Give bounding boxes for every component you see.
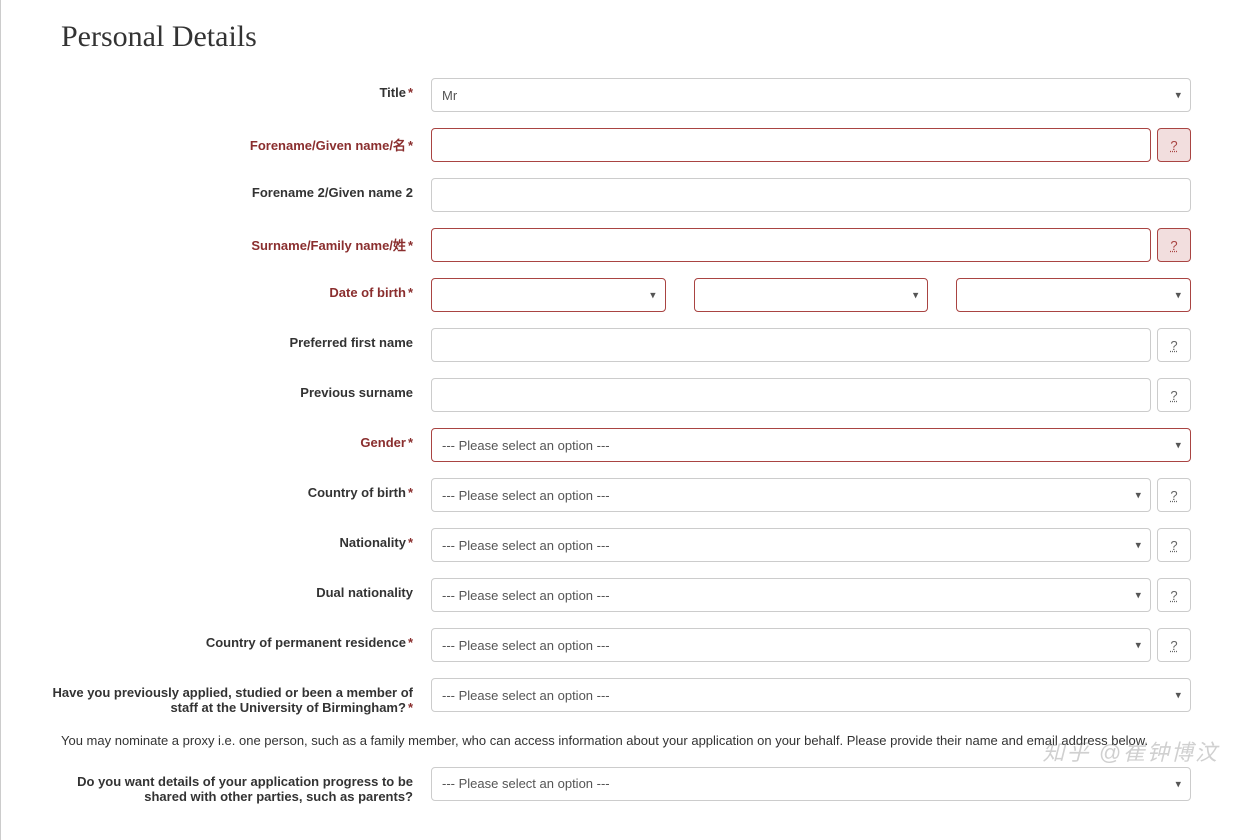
row-gender: Gender* --- Please select an option --- xyxy=(31,428,1229,462)
label-previously-applied: Have you previously applied, studied or … xyxy=(31,678,431,715)
label-dual-nationality: Dual nationality xyxy=(31,578,431,600)
label-surname: Surname/Family name/姓* xyxy=(31,228,431,254)
forename2-input[interactable] xyxy=(431,178,1191,212)
page-title: Personal Details xyxy=(61,20,1229,54)
proxy-note: You may nominate a proxy i.e. one person… xyxy=(61,731,1229,751)
help-icon[interactable]: ? xyxy=(1157,228,1191,262)
label-gender: Gender* xyxy=(31,428,431,450)
label-country-of-birth: Country of birth* xyxy=(31,478,431,500)
row-dob: Date of birth* xyxy=(31,278,1229,312)
help-icon[interactable]: ? xyxy=(1157,478,1191,512)
share-progress-select[interactable]: --- Please select an option --- xyxy=(431,767,1191,801)
required-asterisk: * xyxy=(408,635,413,650)
label-forename: Forename/Given name/名* xyxy=(31,128,431,154)
dob-group xyxy=(431,278,1191,312)
required-asterisk: * xyxy=(408,535,413,550)
row-preferred-first-name: Preferred first name ? xyxy=(31,328,1229,362)
required-asterisk: * xyxy=(408,138,413,153)
surname-input[interactable] xyxy=(431,228,1151,262)
label-share-progress: Do you want details of your application … xyxy=(31,767,431,804)
required-asterisk: * xyxy=(408,285,413,300)
dob-day-select[interactable] xyxy=(431,278,666,312)
forename-input[interactable] xyxy=(431,128,1151,162)
row-forename2: Forename 2/Given name 2 xyxy=(31,178,1229,212)
row-nationality: Nationality* --- Please select an option… xyxy=(31,528,1229,562)
label-forename2: Forename 2/Given name 2 xyxy=(31,178,431,200)
row-dual-nationality: Dual nationality --- Please select an op… xyxy=(31,578,1229,612)
help-icon[interactable]: ? xyxy=(1157,628,1191,662)
dual-nationality-select[interactable]: --- Please select an option --- xyxy=(431,578,1151,612)
preferred-first-name-input[interactable] xyxy=(431,328,1151,362)
required-asterisk: * xyxy=(408,485,413,500)
required-asterisk: * xyxy=(408,85,413,100)
row-forename: Forename/Given name/名* ? xyxy=(31,128,1229,162)
required-asterisk: * xyxy=(408,435,413,450)
help-icon[interactable]: ? xyxy=(1157,328,1191,362)
title-select[interactable]: Mr xyxy=(431,78,1191,112)
label-preferred-first-name: Preferred first name xyxy=(31,328,431,350)
row-permanent-residence: Country of permanent residence* --- Plea… xyxy=(31,628,1229,662)
help-icon[interactable]: ? xyxy=(1157,128,1191,162)
label-permanent-residence: Country of permanent residence* xyxy=(31,628,431,650)
previously-applied-select[interactable]: --- Please select an option --- xyxy=(431,678,1191,712)
help-icon[interactable]: ? xyxy=(1157,578,1191,612)
country-of-birth-select[interactable]: --- Please select an option --- xyxy=(431,478,1151,512)
row-surname: Surname/Family name/姓* ? xyxy=(31,228,1229,262)
label-previous-surname: Previous surname xyxy=(31,378,431,400)
label-nationality: Nationality* xyxy=(31,528,431,550)
label-dob: Date of birth* xyxy=(31,278,431,300)
row-share-progress: Do you want details of your application … xyxy=(31,767,1229,804)
help-icon[interactable]: ? xyxy=(1157,378,1191,412)
row-previously-applied: Have you previously applied, studied or … xyxy=(31,678,1229,715)
label-title: Title* xyxy=(31,78,431,100)
dob-year-select[interactable] xyxy=(956,278,1191,312)
row-country-of-birth: Country of birth* --- Please select an o… xyxy=(31,478,1229,512)
nationality-select[interactable]: --- Please select an option --- xyxy=(431,528,1151,562)
previous-surname-input[interactable] xyxy=(431,378,1151,412)
required-asterisk: * xyxy=(408,238,413,253)
row-previous-surname: Previous surname ? xyxy=(31,378,1229,412)
help-icon[interactable]: ? xyxy=(1157,528,1191,562)
permanent-residence-select[interactable]: --- Please select an option --- xyxy=(431,628,1151,662)
row-title: Title* Mr xyxy=(31,78,1229,112)
dob-month-select[interactable] xyxy=(694,278,929,312)
required-asterisk: * xyxy=(408,700,413,715)
gender-select[interactable]: --- Please select an option --- xyxy=(431,428,1191,462)
